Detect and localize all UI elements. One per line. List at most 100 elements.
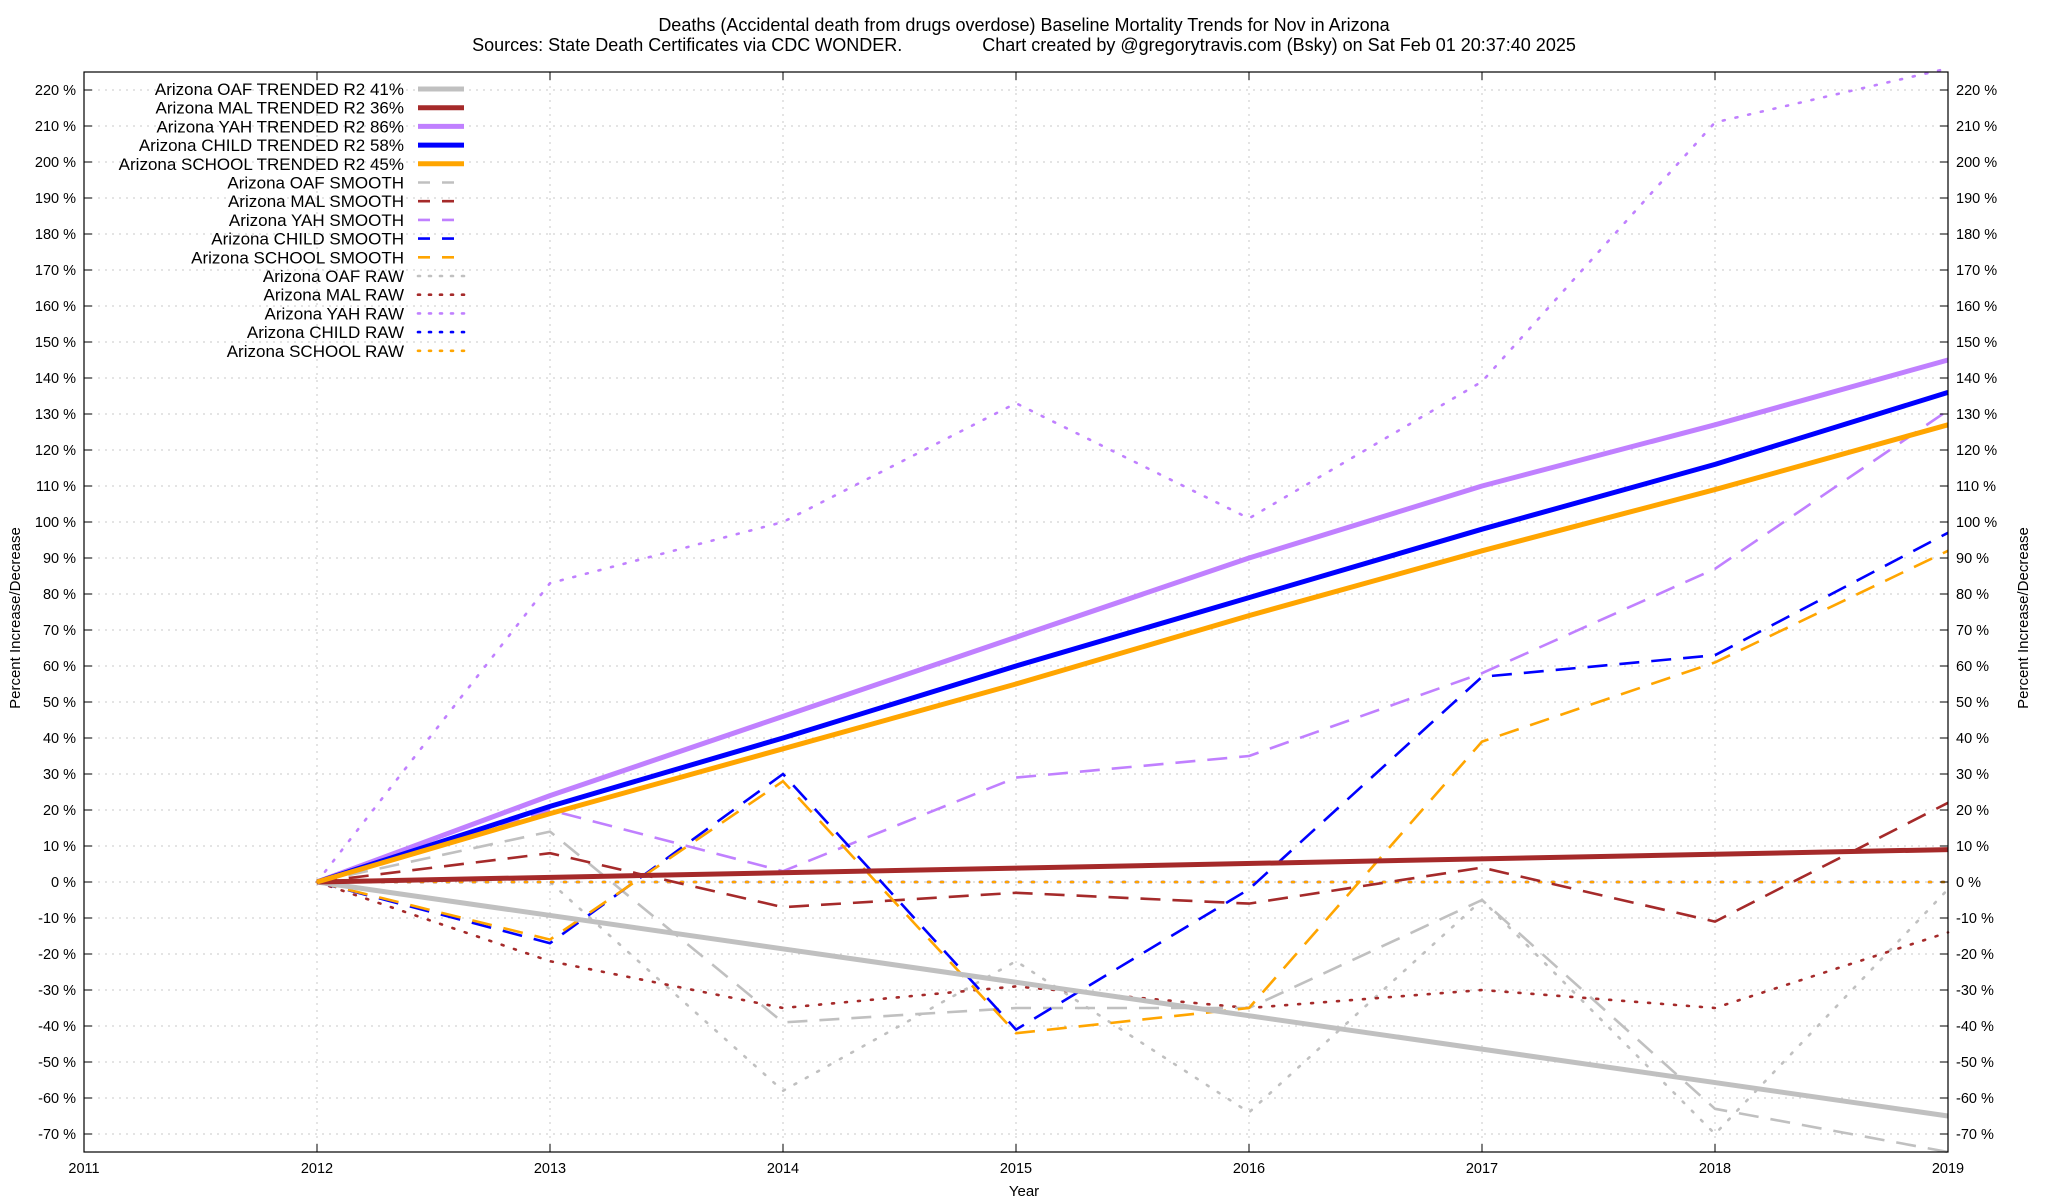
x-tick-label: 2019 (1932, 1161, 1964, 1177)
y2-tick-label: 150 % (1956, 335, 1997, 351)
y2-tick-label: 0 % (1956, 875, 1981, 891)
legend: Arizona OAF TRENDED R2 41%Arizona MAL TR… (119, 80, 466, 361)
series-line-yah-raw (315, 67, 1950, 884)
series-line-oaf-trended (316, 879, 1949, 1119)
series-line-yah-trended (316, 357, 1949, 885)
x-tick-label: 2017 (1466, 1161, 1498, 1177)
y-tick-label: 100 % (35, 515, 76, 531)
x-tick-label: 2011 (68, 1161, 99, 1177)
y-tick-label: -20 % (38, 947, 76, 963)
legend-entry-label: Arizona OAF RAW (263, 267, 404, 286)
y-tick-label: 140 % (35, 371, 76, 387)
legend-entry-label: Arizona CHILD TRENDED R2 58% (139, 136, 404, 155)
y-tick-label: 130 % (35, 407, 76, 423)
legend-entry-label: Arizona YAH TRENDED R2 86% (156, 117, 404, 136)
y-tick-label: 90 % (43, 551, 76, 567)
y-tick-label: -70 % (38, 1127, 76, 1143)
y2-tick-label: -10 % (1956, 911, 1994, 927)
series-line-mal-smooth (316, 801, 1949, 923)
legend-entry-label: Arizona OAF TRENDED R2 41% (155, 80, 404, 99)
y-tick-label: 210 % (35, 119, 76, 135)
chart-subtitle: Sources: State Death Certificates via CD… (472, 35, 1576, 55)
y-tick-label: 220 % (35, 83, 76, 99)
y-tick-label: 40 % (43, 731, 76, 747)
y-tick-label: 20 % (43, 803, 76, 819)
legend-entry-label: Arizona SCHOOL TRENDED R2 45% (119, 155, 404, 174)
y-tick-label: 180 % (35, 227, 76, 243)
y2-tick-label: 80 % (1956, 587, 1989, 603)
series-line-school-trended (316, 422, 1949, 885)
axis-ticks: 2011 2012 2013 2014 2015 2016 2017 2018 2019 -70 … (35, 72, 1997, 1177)
legend-entry-label: Arizona YAH SMOOTH (229, 211, 404, 230)
y-tick-label: 150 % (35, 335, 76, 351)
legend-entry-label: Arizona MAL RAW (264, 286, 404, 305)
y-tick-label: -60 % (38, 1091, 76, 1107)
y-tick-label: -40 % (38, 1019, 76, 1035)
legend-entry-label: Arizona CHILD SMOOTH (211, 230, 404, 249)
y2-tick-label: 30 % (1956, 767, 1989, 783)
plot-frame (83, 71, 1949, 1153)
y2-tick-label: 60 % (1956, 659, 1989, 675)
series-line-oaf-raw (315, 880, 1950, 1136)
y2-tick-label: -50 % (1956, 1055, 1994, 1071)
legend-entry-label: Arizona YAH RAW (264, 304, 404, 323)
y-tick-label: 50 % (43, 695, 76, 711)
legend-entry-label: Arizona CHILD RAW (247, 323, 404, 342)
y2-tick-label: 180 % (1956, 227, 1997, 243)
y2-tick-label: 170 % (1956, 263, 1997, 279)
y2-tick-label: 120 % (1956, 443, 1997, 459)
y-tick-label: 170 % (35, 263, 76, 279)
y-tick-label: 0 % (51, 875, 76, 891)
y2-tick-label: 140 % (1956, 371, 1997, 387)
y-tick-label: 30 % (43, 767, 76, 783)
series-line-mal-raw (315, 880, 1950, 1010)
x-tick-label: 2015 (1000, 1161, 1032, 1177)
y2-tick-label: 210 % (1956, 119, 1997, 135)
legend-entry-label: Arizona SCHOOL SMOOTH (191, 248, 404, 267)
y2-tick-label: 130 % (1956, 407, 1997, 423)
y2-axis-label: Percent Increase/Decrease (2015, 527, 2032, 709)
legend-entry-label: Arizona SCHOOL RAW (227, 342, 404, 361)
series-line-child-trended (316, 390, 1949, 885)
y2-tick-label: 190 % (1956, 191, 1997, 207)
y2-tick-label: -20 % (1956, 947, 1994, 963)
x-tick-label: 2012 (301, 1161, 333, 1177)
y2-tick-label: -60 % (1956, 1091, 1994, 1107)
y-tick-label: 160 % (35, 299, 76, 315)
y2-tick-label: 50 % (1956, 695, 1989, 711)
y2-tick-label: 200 % (1956, 155, 1997, 171)
x-tick-label: 2014 (767, 1161, 799, 1177)
y-tick-label: 60 % (43, 659, 76, 675)
x-tick-label: 2013 (534, 1161, 566, 1177)
y2-tick-label: 90 % (1956, 551, 1989, 567)
legend-entry-label: Arizona OAF SMOOTH (227, 174, 404, 193)
y-tick-label: -10 % (38, 911, 76, 927)
y-tick-label: 10 % (43, 839, 76, 855)
x-axis-label: Year (1009, 1183, 1039, 1200)
y2-tick-label: 100 % (1956, 515, 1997, 531)
y2-tick-label: -70 % (1956, 1127, 1994, 1143)
series-line-mal-trended (316, 847, 1949, 885)
y2-tick-label: -40 % (1956, 1019, 1994, 1035)
y-tick-label: 110 % (36, 479, 76, 495)
y2-tick-label: 160 % (1956, 299, 1997, 315)
y-tick-label: -50 % (38, 1055, 76, 1071)
chart-title: Deaths (Accidental death from drugs over… (658, 15, 1390, 35)
y2-tick-label: 70 % (1956, 623, 1989, 639)
y-tick-label: 120 % (35, 443, 76, 459)
x-tick-label: 2016 (1233, 1161, 1265, 1177)
y2-tick-label: 110 % (1956, 479, 1996, 495)
y2-tick-label: 10 % (1956, 839, 1989, 855)
series-line-child-smooth (316, 531, 1949, 1031)
y2-tick-label: 40 % (1956, 731, 1989, 747)
y-tick-label: -30 % (38, 983, 76, 999)
y-tick-label: 80 % (43, 587, 76, 603)
y-axis-label: Percent Increase/Decrease (7, 527, 24, 709)
grid (84, 72, 1948, 1152)
y-tick-label: 70 % (43, 623, 76, 639)
legend-entry-label: Arizona MAL TRENDED R2 36% (156, 99, 404, 118)
y-tick-label: 200 % (35, 155, 76, 171)
y2-tick-label: -30 % (1956, 983, 1994, 999)
